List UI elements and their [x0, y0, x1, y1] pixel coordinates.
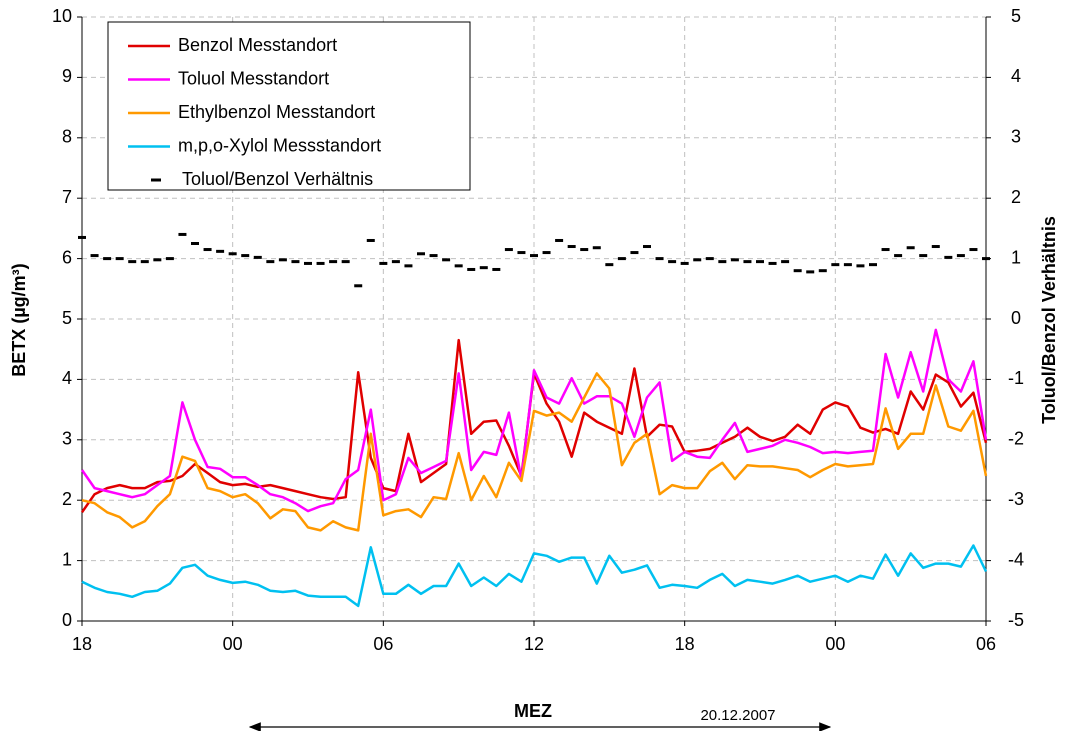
series-line	[80, 328, 988, 513]
y2-tick-label: -3	[1008, 489, 1024, 509]
series-line	[81, 544, 988, 608]
y-tick-label: 8	[62, 127, 72, 147]
y-tick-label: 2	[62, 489, 72, 509]
legend-label: Toluol Messtandort	[178, 68, 329, 88]
y-tick-label: 7	[62, 187, 72, 207]
y-axis-title: BETX (µg/m³)	[9, 263, 29, 376]
y-tick-label: 5	[62, 308, 72, 328]
legend-label: Benzol Messtandort	[178, 35, 337, 55]
y2-tick-label: 5	[1011, 6, 1021, 26]
y2-tick-label: -2	[1008, 429, 1024, 449]
y2-tick-label: -5	[1008, 610, 1024, 630]
y-tick-label: 0	[62, 610, 72, 630]
series-line	[81, 372, 988, 532]
y-tick-label: 6	[62, 247, 72, 267]
legend-box	[107, 21, 471, 191]
y-tick-label: 1	[62, 549, 72, 569]
y-tick-label: 3	[62, 429, 72, 449]
x-tick-label: 06	[373, 634, 393, 654]
x-tick-label: 18	[72, 634, 92, 654]
x-tick-label: 00	[223, 634, 243, 654]
y2-axis-title: Toluol/Benzol Verhältnis	[1039, 216, 1059, 424]
y2-tick-label: 0	[1011, 308, 1021, 328]
y2-tick-label: -4	[1008, 549, 1024, 569]
annotation: 20.12.2007	[700, 707, 775, 724]
y2-tick-label: 1	[1011, 247, 1021, 267]
x-tick-label: 12	[524, 634, 544, 654]
x-axis-title: MEZ	[514, 701, 552, 721]
y-tick-label: 4	[62, 368, 72, 388]
y-tick-label: 10	[52, 6, 72, 26]
y2-tick-label: 4	[1011, 66, 1021, 86]
legend-label: Toluol/Benzol Verhältnis	[182, 169, 373, 189]
y2-tick-label: 2	[1011, 187, 1021, 207]
y-tick-label: 9	[62, 66, 72, 86]
x-tick-label: 18	[675, 634, 695, 654]
y2-tick-label: 3	[1011, 127, 1021, 147]
legend-label: m,p,o-Xylol Messstandort	[178, 135, 381, 155]
x-tick-label: 00	[825, 634, 845, 654]
x-tick-label: 06	[976, 634, 996, 654]
legend-label: Ethylbenzol Messtandort	[178, 102, 375, 122]
y2-tick-label: -1	[1008, 368, 1024, 388]
